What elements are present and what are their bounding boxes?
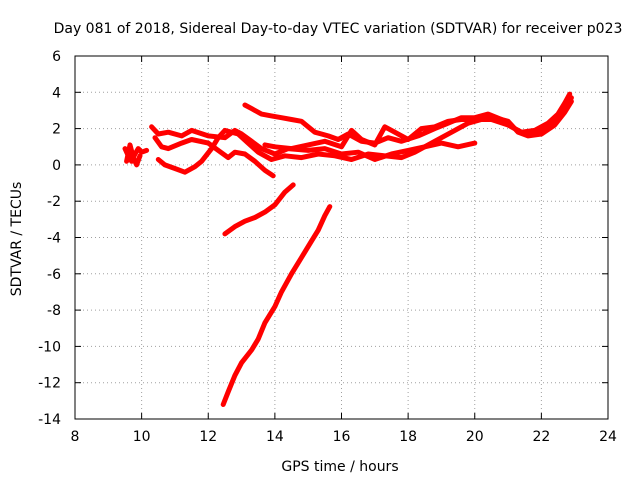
y-tick-label: 4 — [52, 85, 61, 101]
x-tick-label: 8 — [71, 429, 80, 445]
axis-ticks — [74, 55, 609, 420]
series-trace-e — [155, 98, 574, 175]
y-tick-label: -4 — [47, 231, 61, 247]
chart-title: Day 081 of 2018, Sidereal Day-to-day VTE… — [54, 21, 623, 37]
y-axis-label: SDTVAR / TECUs — [9, 182, 25, 297]
x-tick-label: 16 — [333, 429, 351, 445]
series-trace-g — [262, 95, 574, 152]
y-tick-labels: -14 -12 -10 -8 -6 -4 -2 0 2 4 6 — [38, 49, 61, 428]
x-tick-label: 18 — [399, 429, 417, 445]
series-trace-h — [222, 182, 296, 237]
y-tick-label: 2 — [52, 122, 61, 138]
y-tick-label: -8 — [47, 303, 61, 319]
x-tick-label: 12 — [199, 429, 217, 445]
y-tick-label: -2 — [47, 194, 61, 210]
x-tick-label: 14 — [266, 429, 284, 445]
series-trace-d — [152, 135, 276, 179]
x-axis-label: GPS time / hours — [281, 459, 398, 475]
x-tick-labels: 8 10 12 14 16 18 20 22 24 — [71, 429, 617, 445]
x-tick-label: 20 — [466, 429, 484, 445]
y-tick-label: -10 — [38, 339, 61, 355]
x-tick-label: 24 — [599, 429, 617, 445]
grid-lines — [75, 56, 608, 419]
x-tick-label: 10 — [133, 429, 151, 445]
y-tick-label: 0 — [52, 158, 61, 174]
y-tick-label: 6 — [52, 49, 61, 65]
series-trace-i — [220, 204, 333, 407]
data-series — [122, 91, 574, 407]
y-tick-label: -14 — [38, 412, 61, 428]
x-tick-label: 22 — [532, 429, 550, 445]
y-tick-label: -12 — [38, 376, 61, 392]
series-trace-c — [149, 124, 478, 162]
y-tick-label: -6 — [47, 267, 61, 283]
series-trace-b — [124, 142, 143, 168]
